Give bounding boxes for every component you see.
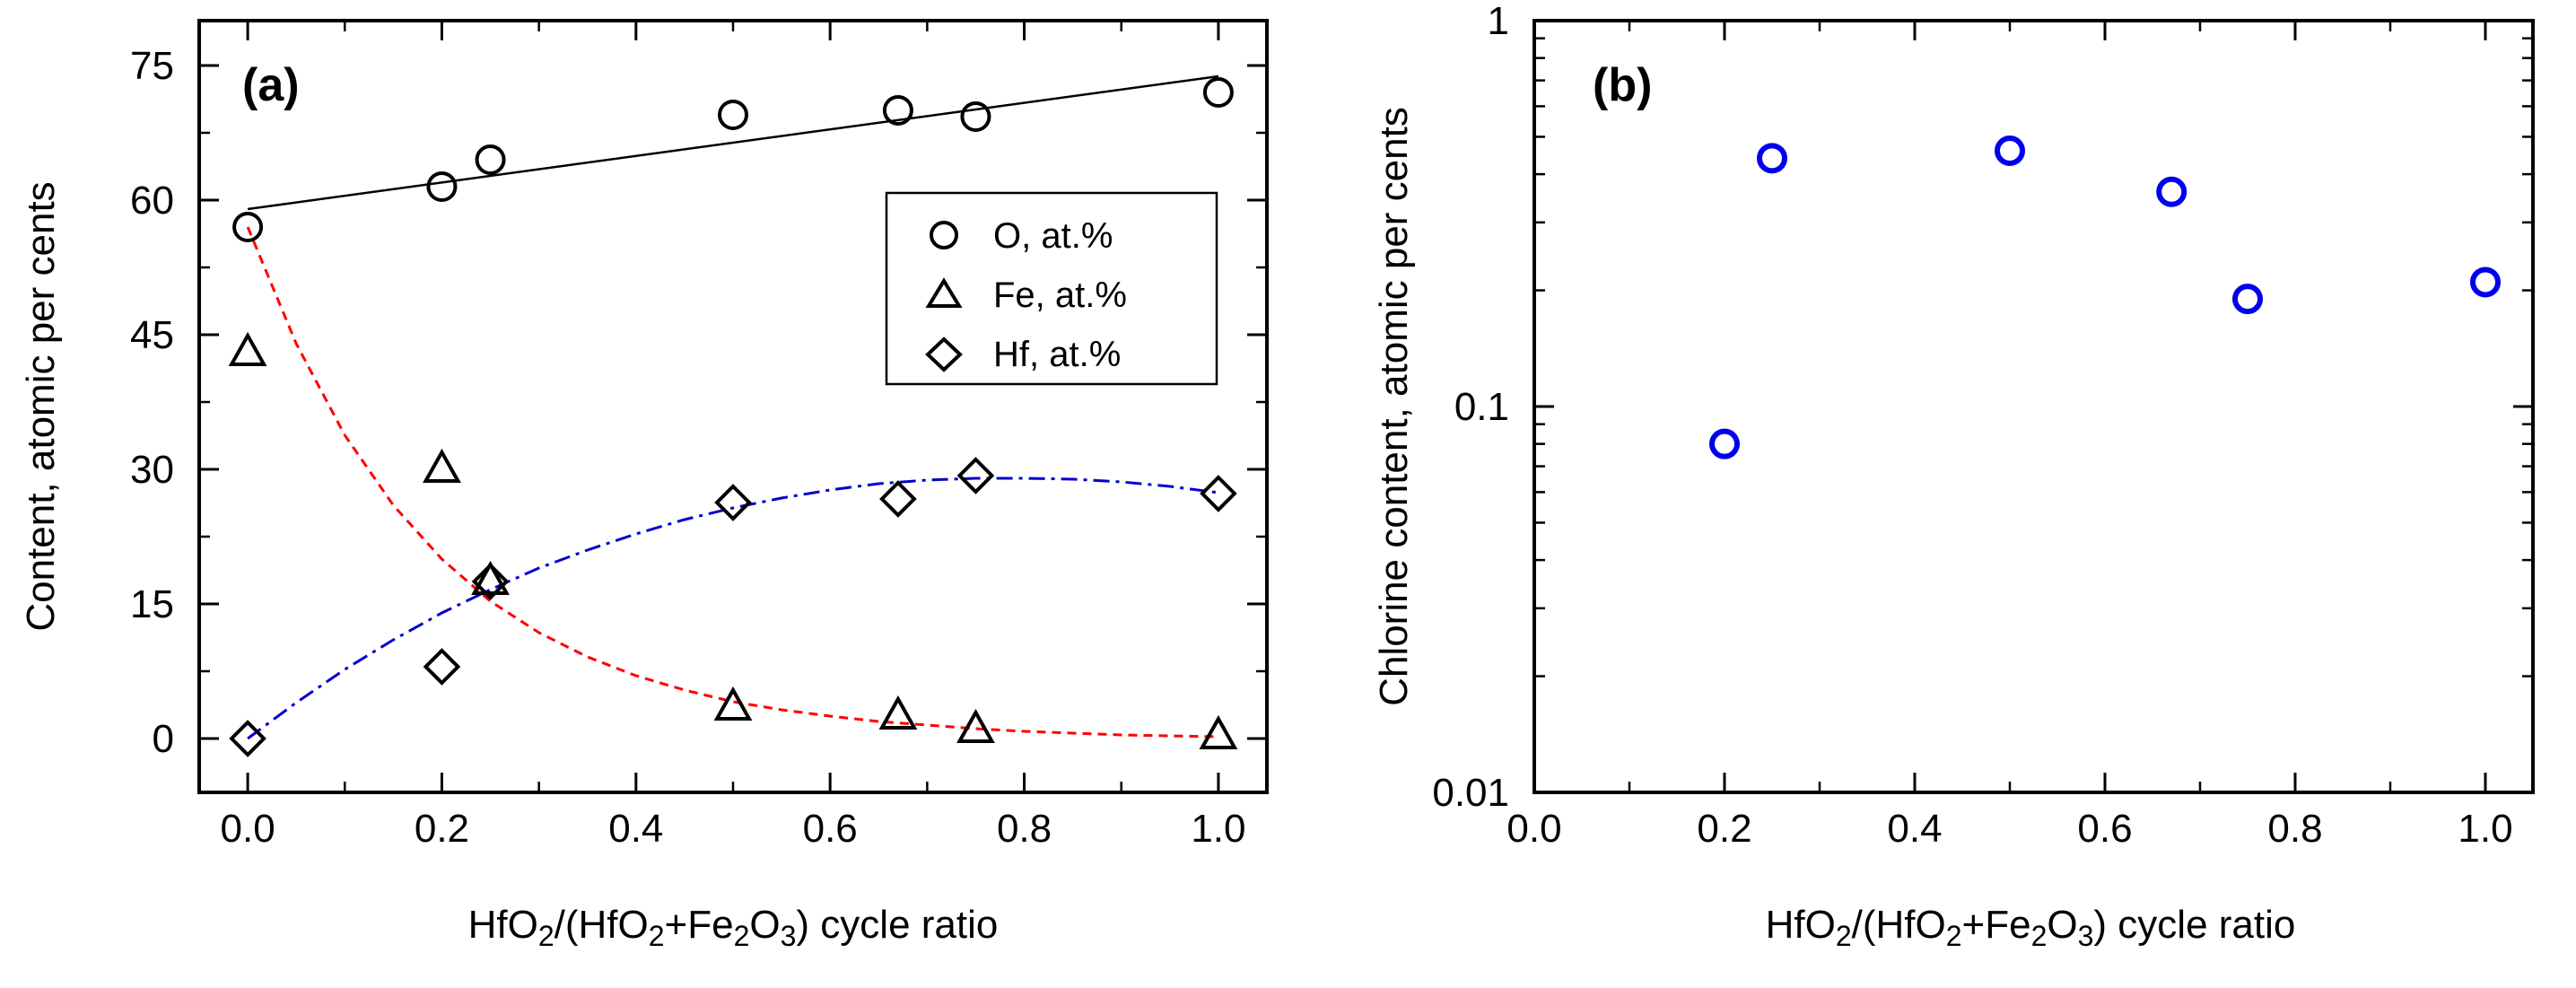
fe-data-point: [471, 560, 510, 595]
panel-b-y-ticks: 0.01 0.1 1: [1432, 0, 2533, 815]
chlorine-data-point: [1757, 143, 1787, 174]
chlorine-data-point: [2232, 284, 2263, 315]
o-data-point: [232, 212, 264, 242]
legend-frame: [885, 191, 1218, 386]
legend-label-hf: Hf, at.%: [993, 335, 1121, 374]
panel-b-data-marks: [1709, 136, 2501, 459]
panel-b: 0.0 0.2 0.4 0.6 0.8 1.0 0.01 0.1 1 (b) Chlorine…: [1372, 0, 2535, 952]
y-tick-label: 45: [130, 313, 174, 357]
chlorine-data-point: [2470, 267, 2501, 298]
y-tick-label: 60: [130, 179, 174, 223]
y-tick-label: 0: [153, 717, 174, 761]
x-tick-label: 0.8: [997, 807, 1052, 851]
hf-fit-curve: [247, 477, 1219, 740]
legend-label-fe: Fe, at.%: [993, 275, 1127, 315]
panel-a-x-ticks: 0.0 0.2 0.4 0.6 0.8 1.0: [221, 21, 1245, 851]
hf-data-point: [956, 457, 995, 494]
o-data-point: [960, 101, 991, 132]
hf-data-point: [1200, 475, 1237, 512]
hf-data-point: [879, 480, 917, 518]
x-tick-label: 0.2: [1697, 807, 1751, 851]
fe-data-point: [1199, 714, 1238, 749]
x-tick-label: 0.6: [2077, 807, 2132, 851]
o-data-point: [882, 95, 913, 126]
panel-a-x-axis-title: HfO2/(HfO2+Fe2O3) cycle ratio: [468, 903, 999, 952]
hf-data-point: [714, 484, 752, 521]
x-tick-label: 0.0: [221, 807, 275, 851]
x-tick-label: 0.0: [1506, 807, 1561, 851]
hf-data-point: [229, 720, 266, 757]
y-tick-label: 0.01: [1432, 771, 1509, 815]
panel-b-x-axis-title: HfO2/(HfO2+Fe2O3) cycle ratio: [1766, 903, 2296, 952]
y-tick-label: 75: [130, 44, 174, 88]
legend-triangle-marker: [925, 277, 963, 308]
panel-a-frame: [197, 19, 1269, 794]
panel-a-y-axis-title: Content, atomic per cents: [19, 181, 63, 631]
panel-a: 0.0 0.2 0.4 0.6 0.8 1.0 0 15 30 45 60 75 (a) Conte…: [19, 19, 1269, 952]
hf-data-point: [471, 563, 510, 600]
panel-b-frame: [1533, 19, 2535, 794]
legend-label-o: O, at.%: [993, 216, 1113, 256]
o-data-point: [475, 144, 506, 175]
x-tick-label: 0.6: [803, 807, 858, 851]
y-tick-label: 0.1: [1454, 385, 1509, 429]
fe-data-point: [713, 686, 753, 721]
y-tick-label: 15: [130, 582, 174, 626]
o-data-point: [1202, 77, 1234, 108]
fe-fit-curve: [246, 226, 1218, 739]
o-data-point: [718, 100, 748, 130]
x-tick-label: 0.4: [1887, 807, 1942, 851]
legend-entry-o: O, at.%: [930, 216, 1113, 256]
hf-data-point: [423, 648, 461, 686]
legend-entry-hf: Hf, at.%: [925, 335, 1121, 374]
chlorine-data-point: [1709, 428, 1740, 459]
fe-data-point: [956, 708, 995, 743]
x-tick-label: 0.8: [2267, 807, 2322, 851]
panel-a-label: (a): [242, 59, 300, 111]
fe-data-point: [423, 448, 461, 483]
panel-b-label: (b): [1593, 59, 1652, 111]
x-tick-label: 0.4: [608, 807, 663, 851]
panel-a-data-marks: [228, 77, 1238, 757]
legend-entry-fe: Fe, at.%: [925, 275, 1127, 315]
chlorine-data-point: [2156, 176, 2187, 207]
legend-circle-marker: [930, 221, 958, 249]
o-data-point: [426, 171, 458, 202]
fe-data-point: [228, 331, 267, 366]
x-tick-label: 1.0: [1191, 807, 1245, 851]
fe-data-point: [878, 695, 918, 730]
panel-a-fit-lines: [246, 74, 1219, 740]
x-tick-label: 1.0: [2458, 807, 2512, 851]
x-tick-label: 0.2: [415, 807, 469, 851]
o-linear-fit-line: [247, 74, 1219, 211]
legend-diamond-marker: [925, 337, 963, 372]
y-tick-label: 1: [1488, 0, 1509, 43]
panel-a-y-ticks: 0 15 30 45 60 75: [130, 44, 1267, 761]
y-tick-label: 30: [130, 448, 174, 492]
panel-b-x-ticks: 0.0 0.2 0.4 0.6 0.8 1.0: [1506, 21, 2513, 851]
panel-b-y-axis-title: Chlorine content, atomic per cents: [1372, 107, 1416, 706]
chlorine-data-point: [1995, 136, 2025, 167]
panel-a-legend: O, at.% Fe, at.% Hf, at.%: [885, 191, 1218, 386]
